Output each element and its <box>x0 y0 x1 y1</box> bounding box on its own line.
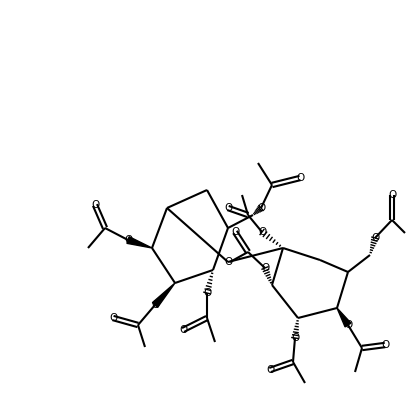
Text: O: O <box>344 320 352 330</box>
Polygon shape <box>337 308 351 327</box>
Text: O: O <box>388 190 396 200</box>
Text: O: O <box>179 325 187 335</box>
Polygon shape <box>127 237 152 248</box>
Text: O: O <box>203 288 211 298</box>
Text: O: O <box>224 257 232 267</box>
Text: O: O <box>291 333 299 343</box>
Polygon shape <box>152 283 175 308</box>
Text: O: O <box>296 173 304 183</box>
Text: O: O <box>231 227 239 237</box>
Text: O: O <box>151 300 159 310</box>
Text: O: O <box>124 235 132 245</box>
Text: O: O <box>224 203 232 213</box>
Text: O: O <box>381 340 389 350</box>
Text: O: O <box>91 200 99 210</box>
Text: O: O <box>371 233 379 243</box>
Text: O: O <box>109 313 117 323</box>
Text: O: O <box>258 227 266 237</box>
Text: O: O <box>261 263 269 273</box>
Text: O: O <box>266 365 274 375</box>
Text: O: O <box>257 203 265 213</box>
